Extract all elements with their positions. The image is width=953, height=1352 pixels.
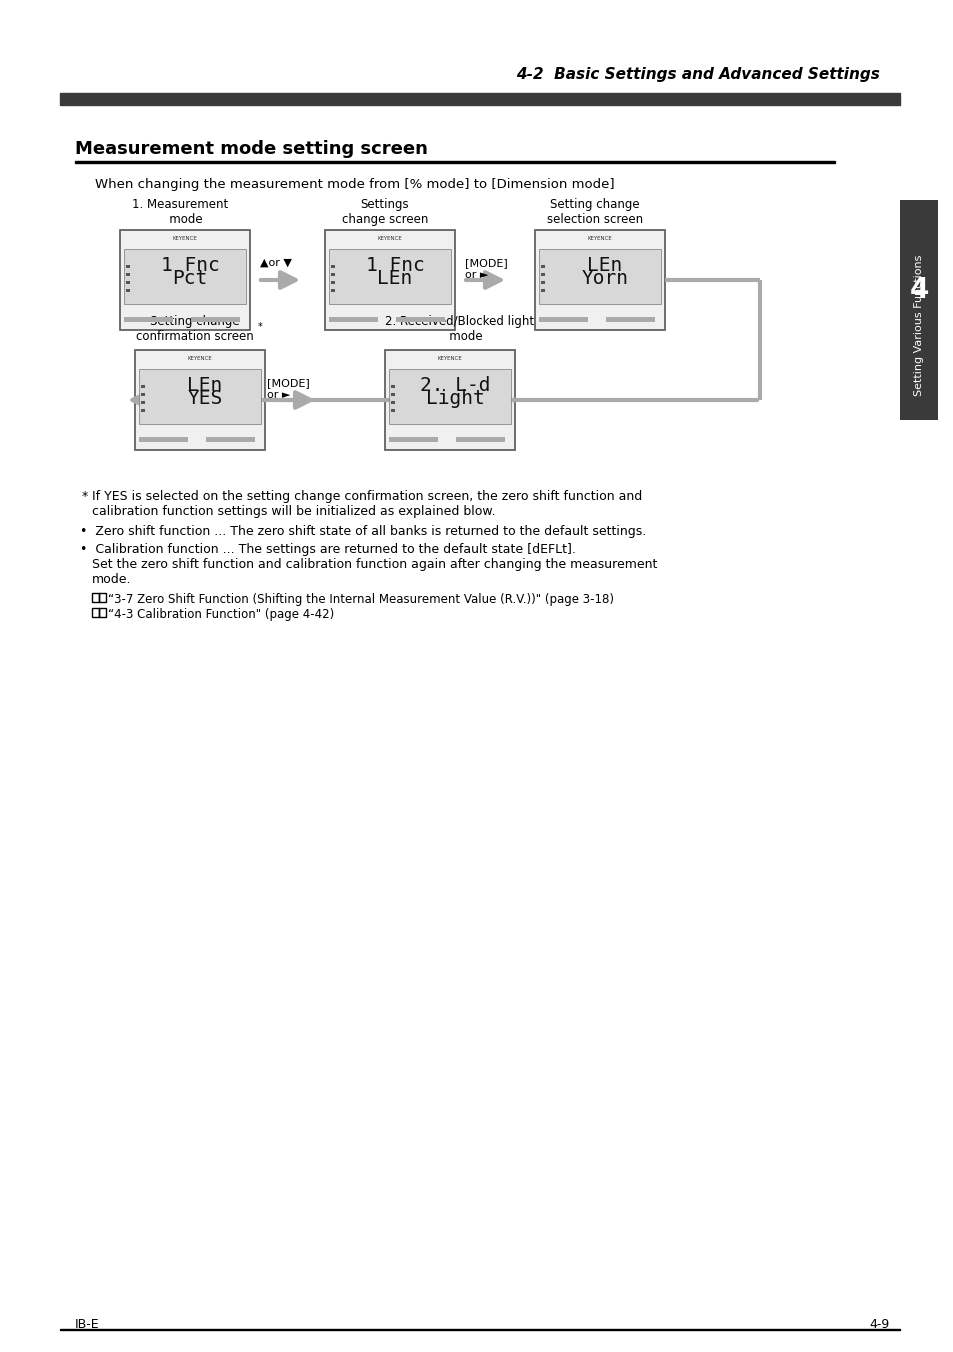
Text: 2. Received/Blocked light
   mode: 2. Received/Blocked light mode: [385, 315, 534, 343]
Bar: [124, 316, 172, 322]
Bar: [329, 316, 377, 322]
Text: 2. L-d: 2. L-d: [419, 376, 490, 395]
Text: *: *: [82, 489, 89, 503]
Bar: [389, 437, 437, 442]
Text: KEYENCE: KEYENCE: [188, 356, 213, 361]
Text: Setting change
confirmation screen: Setting change confirmation screen: [136, 315, 253, 343]
Text: ▲or ▼: ▲or ▼: [260, 258, 292, 268]
Bar: [605, 316, 654, 322]
Text: *: *: [257, 322, 262, 333]
Bar: [389, 369, 511, 423]
Text: calibration function settings will be initialized as explained blow.: calibration function settings will be in…: [91, 506, 495, 518]
Bar: [191, 316, 239, 322]
Bar: [331, 265, 335, 268]
Text: KEYENCE: KEYENCE: [377, 237, 402, 241]
Text: mode.: mode.: [91, 573, 132, 585]
Bar: [120, 230, 250, 330]
Text: IB-E: IB-E: [75, 1318, 99, 1330]
Bar: [99, 608, 106, 617]
Bar: [91, 608, 99, 617]
Bar: [126, 281, 130, 284]
Text: Light: Light: [425, 389, 484, 408]
Bar: [141, 393, 145, 396]
Bar: [540, 281, 544, 284]
Bar: [456, 437, 504, 442]
Text: If YES is selected on the setting change confirmation screen, the zero shift fun: If YES is selected on the setting change…: [91, 489, 641, 503]
Text: 1 Fnc: 1 Fnc: [365, 256, 424, 274]
Bar: [391, 410, 395, 412]
Bar: [139, 437, 188, 442]
Bar: [124, 249, 246, 303]
Bar: [141, 385, 145, 388]
Bar: [391, 385, 395, 388]
Text: KEYENCE: KEYENCE: [587, 237, 612, 241]
Bar: [331, 281, 335, 284]
Text: •  Calibration function ... The settings are returned to the default state [dEFL: • Calibration function ... The settings …: [80, 544, 576, 556]
Text: Pct: Pct: [172, 269, 208, 288]
Bar: [91, 594, 99, 602]
Text: Set the zero shift function and calibration function again after changing the me: Set the zero shift function and calibrat…: [91, 558, 657, 571]
Bar: [126, 265, 130, 268]
Text: “3-7 Zero Shift Function (Shifting the Internal Measurement Value (R.V.))" (page: “3-7 Zero Shift Function (Shifting the I…: [108, 594, 614, 606]
Text: “4-3 Calibration Function" (page 4-42): “4-3 Calibration Function" (page 4-42): [108, 608, 334, 621]
Text: KEYENCE: KEYENCE: [172, 237, 197, 241]
Bar: [325, 230, 455, 330]
Bar: [75, 161, 834, 164]
Text: [MODE]
or ►: [MODE] or ►: [464, 258, 507, 280]
Bar: [540, 289, 544, 292]
Text: LEn: LEn: [587, 256, 622, 274]
Bar: [899, 200, 937, 420]
Bar: [535, 230, 664, 330]
Bar: [391, 402, 395, 404]
Bar: [391, 393, 395, 396]
Text: YES: YES: [187, 389, 222, 408]
Bar: [60, 93, 899, 105]
Text: •  Zero shift function ... The zero shift state of all banks is returned to the : • Zero shift function ... The zero shift…: [80, 525, 645, 538]
Text: [MODE]
or ►: [MODE] or ►: [267, 379, 310, 400]
Text: 1. Measurement
   mode: 1. Measurement mode: [132, 197, 228, 226]
Bar: [139, 369, 261, 423]
Bar: [540, 273, 544, 276]
Text: When changing the measurement mode from [% mode] to [Dimension mode]: When changing the measurement mode from …: [95, 178, 614, 191]
Bar: [540, 265, 544, 268]
Text: 4-2  Basic Settings and Advanced Settings: 4-2 Basic Settings and Advanced Settings: [516, 68, 879, 82]
Text: Measurement mode setting screen: Measurement mode setting screen: [75, 141, 428, 158]
Text: Setting change
selection screen: Setting change selection screen: [546, 197, 642, 226]
Text: 4-9: 4-9: [869, 1318, 889, 1330]
Text: LEn: LEn: [187, 376, 222, 395]
Bar: [331, 289, 335, 292]
Bar: [141, 410, 145, 412]
Text: Setting Various Functions: Setting Various Functions: [913, 254, 923, 396]
Bar: [538, 316, 587, 322]
Bar: [135, 350, 265, 450]
Bar: [206, 437, 254, 442]
Bar: [329, 249, 451, 303]
Bar: [538, 249, 660, 303]
Bar: [395, 316, 444, 322]
Bar: [99, 594, 106, 602]
Text: Settings
change screen: Settings change screen: [341, 197, 428, 226]
Text: 4: 4: [908, 276, 927, 304]
Bar: [141, 402, 145, 404]
Text: KEYENCE: KEYENCE: [437, 356, 462, 361]
Bar: [126, 273, 130, 276]
Bar: [385, 350, 515, 450]
Bar: [331, 273, 335, 276]
Text: 1 Fnc: 1 Fnc: [160, 256, 219, 274]
Bar: [126, 289, 130, 292]
Text: LEn: LEn: [377, 269, 413, 288]
Text: Yorn: Yorn: [581, 269, 628, 288]
